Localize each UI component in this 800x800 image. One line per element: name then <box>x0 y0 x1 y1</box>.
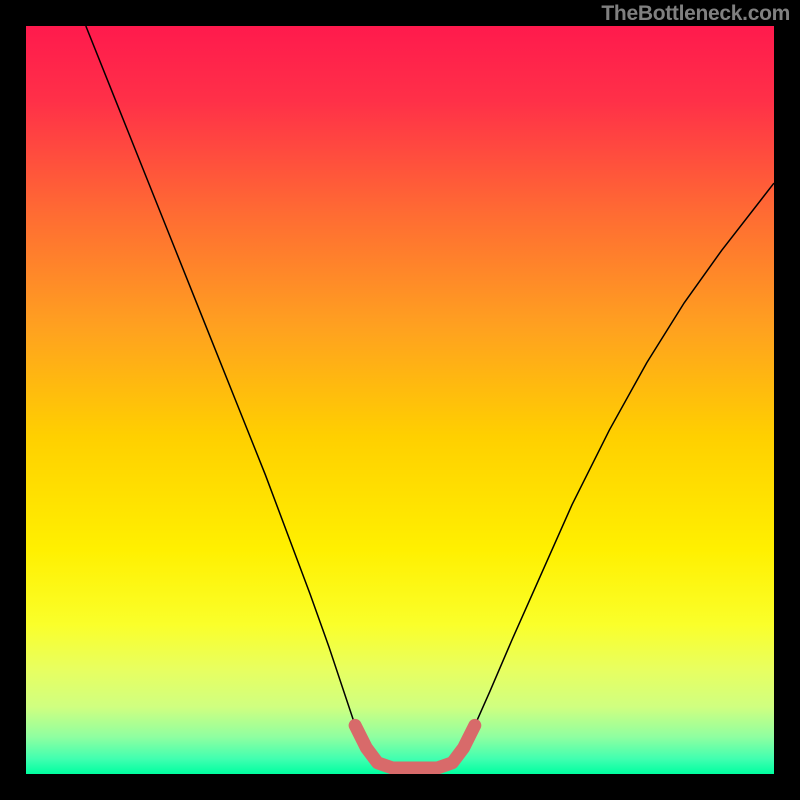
watermark-text: TheBottleneck.com <box>601 2 790 26</box>
gradient-background <box>26 26 774 774</box>
bottleneck-chart <box>26 26 774 774</box>
chart-frame: TheBottleneck.com <box>0 0 800 800</box>
